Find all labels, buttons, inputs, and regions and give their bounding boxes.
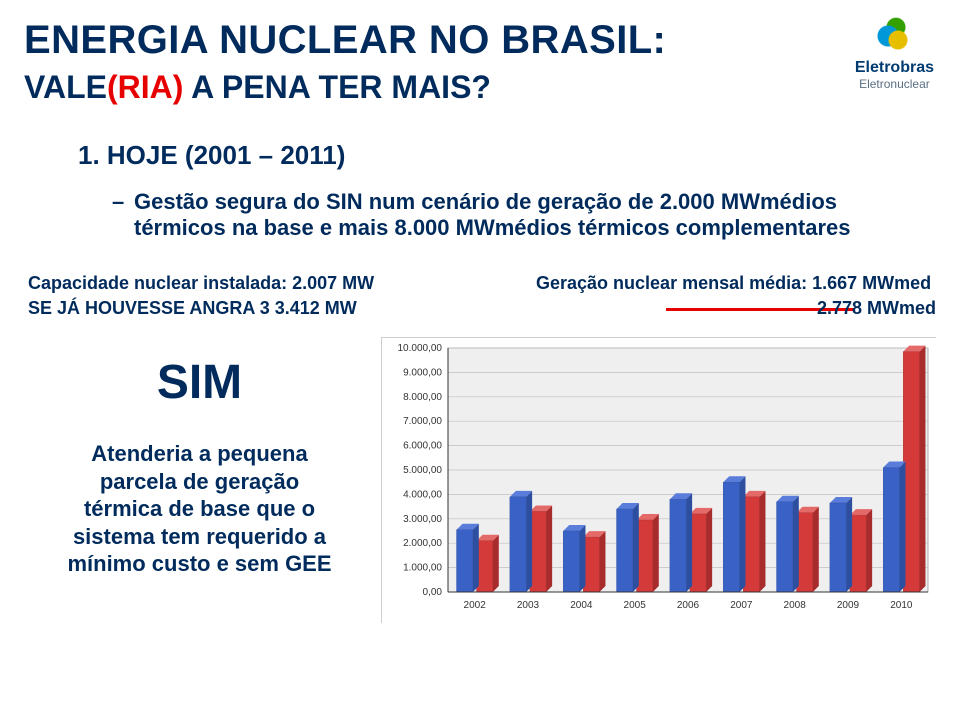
svg-text:0,00: 0,00	[423, 587, 443, 598]
slide-title: ENERGIA NUCLEAR NO BRASIL:	[24, 18, 936, 63]
subtitle-pre: VALE	[24, 69, 107, 105]
capacity-right-2-value: 2.778 MWmed	[817, 298, 936, 319]
subtitle-red: (RIA)	[107, 69, 183, 105]
svg-text:2.000,00: 2.000,00	[403, 538, 442, 549]
svg-text:4.000,00: 4.000,00	[403, 489, 442, 500]
bar-chart: 0,00 1.000,00 2.000,00 3.000,00 4.000,00 5.00…	[381, 337, 936, 623]
svg-text:6.000,00: 6.000,00	[403, 441, 442, 452]
sim-heading: SIM	[24, 355, 375, 410]
sim-body: Atenderia a pequenaparcela de geraçãotér…	[24, 440, 375, 578]
svg-text:3.000,00: 3.000,00	[403, 514, 442, 525]
capacity-right-1: Geração nuclear mensal média: 1.667 MWme…	[536, 273, 936, 294]
list-item-1-body: Gestão segura do SIN num cenário de gera…	[134, 189, 874, 241]
svg-text:7.000,00: 7.000,00	[403, 416, 442, 427]
svg-text:2008: 2008	[784, 600, 807, 611]
capacity-right-2: 2.778 MWmed	[666, 298, 936, 319]
svg-text:8.000,00: 8.000,00	[403, 392, 442, 403]
svg-text:2006: 2006	[677, 600, 700, 611]
svg-text:9.000,00: 9.000,00	[403, 367, 442, 378]
svg-text:2004: 2004	[570, 600, 593, 611]
svg-text:2009: 2009	[837, 600, 860, 611]
svg-text:10.000,00: 10.000,00	[398, 343, 443, 354]
svg-text:2002: 2002	[464, 600, 487, 611]
slide-subtitle: VALE(RIA) A PENA TER MAIS?	[24, 69, 936, 106]
svg-text:2005: 2005	[624, 600, 647, 611]
svg-text:2007: 2007	[730, 600, 753, 611]
list-item-1: 1. HOJE (2001 – 2011)	[78, 140, 936, 171]
svg-text:2010: 2010	[890, 600, 913, 611]
svg-text:5.000,00: 5.000,00	[403, 465, 442, 476]
capacity-left-2: SE JÁ HOUVESSE ANGRA 3 3.412 MW	[28, 298, 357, 319]
svg-text:2003: 2003	[517, 600, 540, 611]
subtitle-post: A PENA TER MAIS?	[183, 69, 491, 105]
capacity-left-1: Capacidade nuclear instalada: 2.007 MW	[28, 273, 374, 294]
svg-text:1.000,00: 1.000,00	[403, 563, 442, 574]
